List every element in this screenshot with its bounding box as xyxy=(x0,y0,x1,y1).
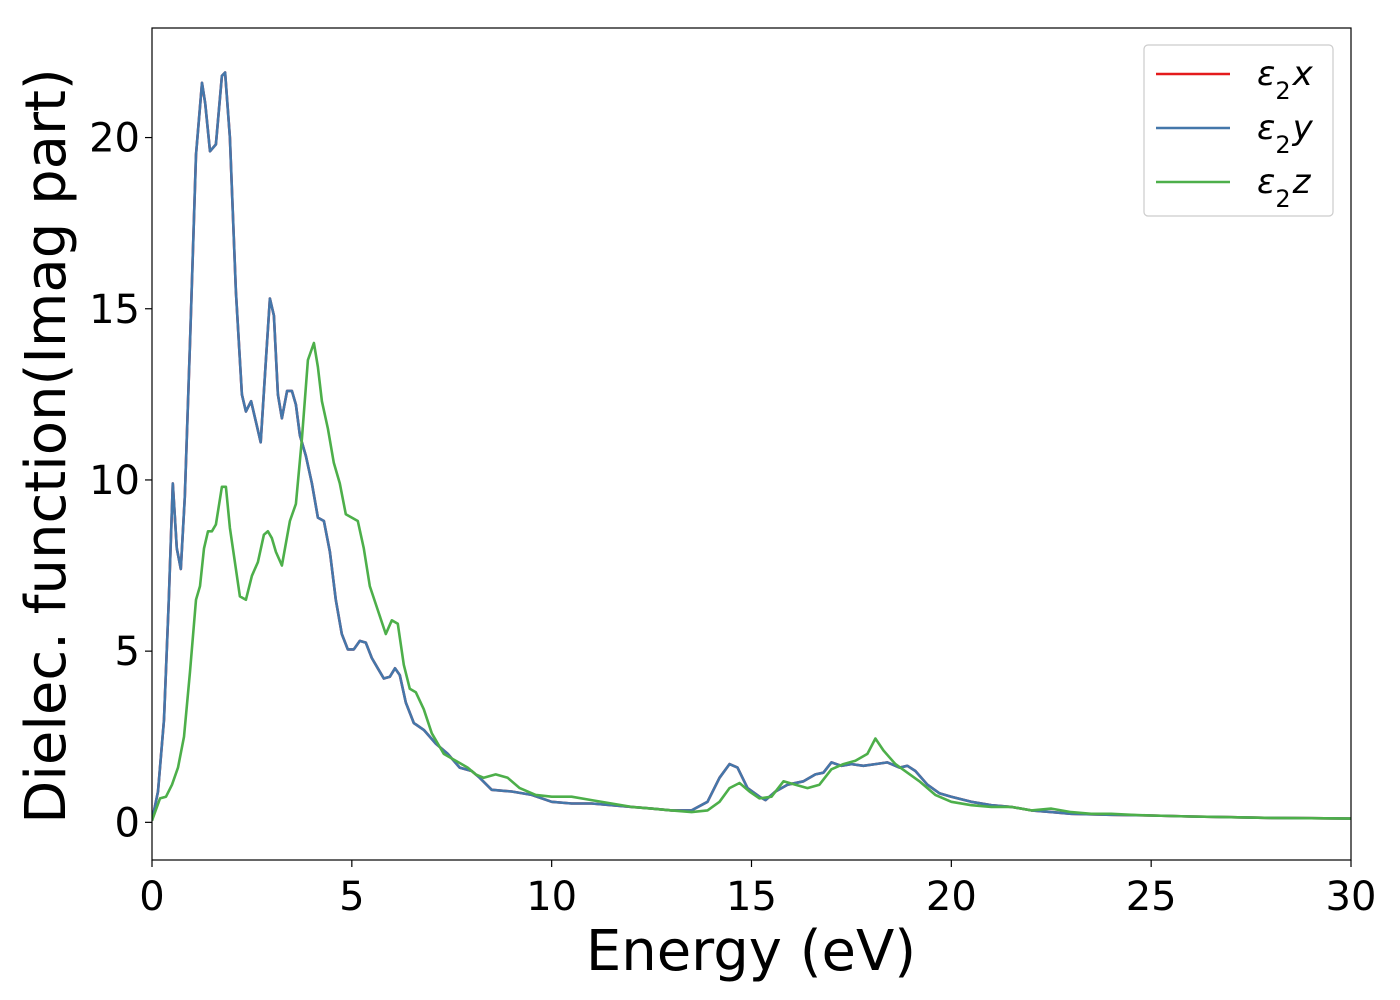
x-tick-label: 25 xyxy=(1126,874,1177,920)
y-tick-label: 10 xyxy=(89,458,140,504)
series-line-y xyxy=(152,71,1351,821)
y-tick-label: 0 xyxy=(115,800,140,846)
x-tick-label: 30 xyxy=(1326,874,1377,920)
axes: 0 5 10 15 20 25 30 0 5 10 15 20 xyxy=(89,27,1377,920)
y-tick-label: 15 xyxy=(89,287,140,333)
x-tick-label: 5 xyxy=(339,874,364,920)
x-tick-label: 10 xyxy=(526,874,577,920)
legend-label-y: ε2y xyxy=(1257,108,1314,159)
legend-box xyxy=(1143,44,1334,217)
y-axis-label: Dielec. function(Imag part) xyxy=(14,68,79,824)
series-line-z xyxy=(152,341,1351,822)
y-tick-label: 20 xyxy=(89,116,140,162)
legend-label-x: ε2x xyxy=(1257,54,1314,105)
x-tick-label: 0 xyxy=(139,874,164,920)
plot-area xyxy=(152,71,1351,822)
legend-label-z: ε2z xyxy=(1257,162,1312,213)
x-axis-label: Energy (eV) xyxy=(586,919,916,984)
y-tick-label: 5 xyxy=(115,629,140,675)
x-tick-label: 20 xyxy=(926,874,977,920)
x-tick-label: 15 xyxy=(726,874,777,920)
